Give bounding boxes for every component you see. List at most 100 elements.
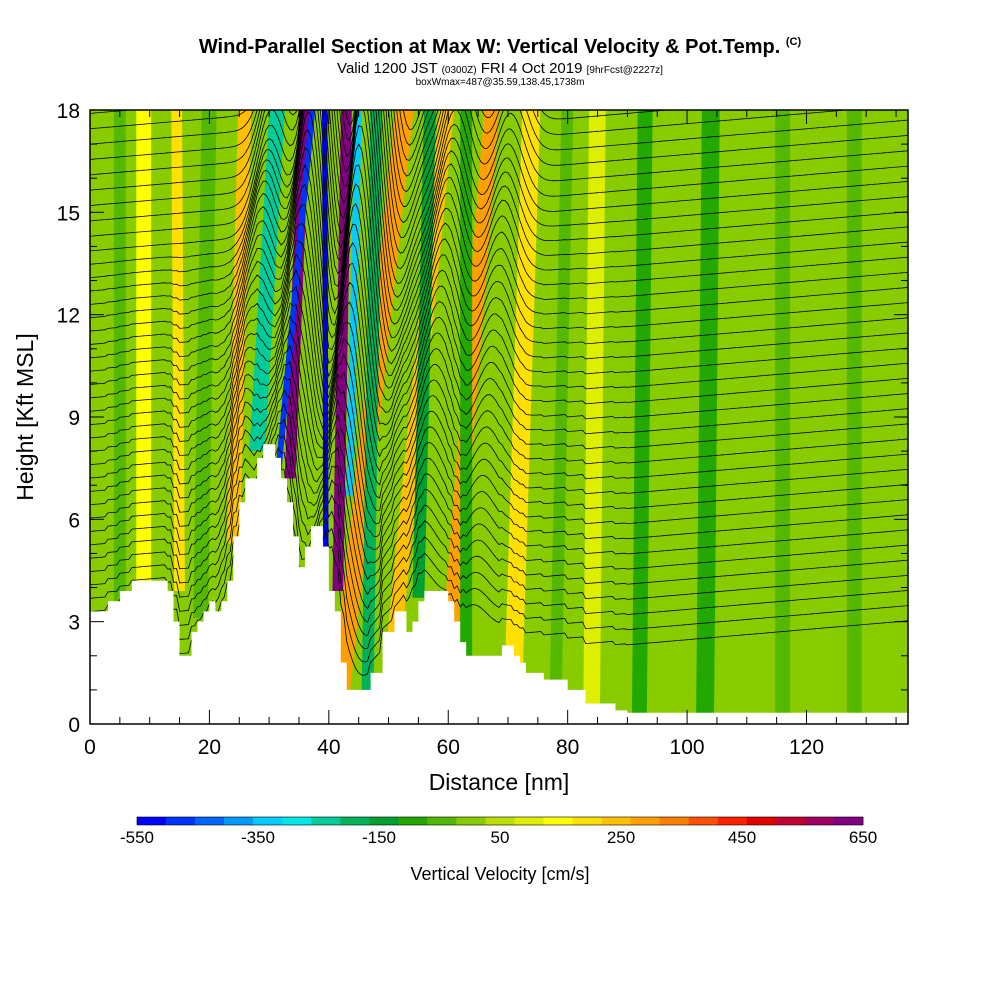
isentrope-line <box>90 460 908 663</box>
isentrope-line <box>90 302 908 512</box>
isentrope-line <box>90 110 430 161</box>
y-axis-label: Height [Kft MSL] <box>12 333 38 500</box>
colorbar-swatch <box>572 817 602 825</box>
velocity-band <box>346 110 362 496</box>
isentrope-line <box>90 434 908 636</box>
velocity-band <box>504 110 541 667</box>
isentrope-line <box>90 110 673 193</box>
chart-subtitle: Valid 1200 JST (0300Z) FRI 4 Oct 2019 [9… <box>0 60 1000 77</box>
isentrope-line <box>90 388 908 596</box>
chart-subtitle-2: boxWmax=487@35.59,138.45,1738m <box>415 77 585 88</box>
velocity-band <box>192 110 217 619</box>
colorbar-swatch <box>195 817 225 825</box>
isentrope-line <box>90 110 908 254</box>
velocity-band <box>171 110 185 591</box>
isentrope-line <box>90 222 908 442</box>
velocity-band <box>775 110 791 723</box>
isentrope-line <box>90 285 908 499</box>
isentrope-line <box>90 147 908 389</box>
colorbar-swatch <box>253 817 283 825</box>
isentrope-line <box>90 110 908 239</box>
colorbar-tick-label: 250 <box>607 828 635 847</box>
isentrope-line <box>90 110 908 338</box>
isentrope-line <box>90 110 908 224</box>
y-tick-label: 15 <box>57 202 80 225</box>
velocity-band <box>275 110 316 475</box>
colorbar-swatch <box>311 817 341 825</box>
isentrope-line <box>90 375 908 581</box>
chart-title: Wind-Parallel Section at Max W: Vertical… <box>198 36 802 58</box>
valid-date: FRI 4 Oct 2019 <box>480 60 583 77</box>
velocity-band <box>583 110 606 714</box>
colorbar: -550 -350 -150 50 250 450 650 <box>120 816 877 847</box>
isentrope-line <box>90 111 908 365</box>
colorbar-tick-label: 450 <box>728 828 756 847</box>
colorbar-swatch <box>340 817 370 825</box>
colorbar-swatch <box>485 817 515 825</box>
colorbar-swatch <box>717 817 748 825</box>
utc-time: (0300Z) <box>441 65 477 76</box>
colorbar-swatch <box>427 817 457 825</box>
colorbar-swatch <box>224 817 254 825</box>
isentrope-line <box>90 328 908 538</box>
colorbar-frame <box>136 816 864 826</box>
isentrope-line <box>90 110 435 177</box>
colorbar-tick-label: -150 <box>362 828 396 847</box>
colorbar-swatch <box>746 817 777 825</box>
y-tick-label: 9 <box>68 407 80 430</box>
copyright-mark: (C) <box>785 36 802 48</box>
colorbar-tick-label: 50 <box>491 828 510 847</box>
velocity-band <box>136 110 152 591</box>
x-tick-label: 20 <box>198 736 221 759</box>
colorbar-swatch <box>398 817 428 825</box>
y-tick-label: 6 <box>68 509 80 532</box>
colorbar-swatch <box>166 817 196 825</box>
isentrope-line <box>90 204 908 426</box>
forecast-info: [9hrFcst@2227z] <box>586 65 663 76</box>
velocity-band <box>846 110 862 723</box>
colorbar-swatch <box>282 817 312 825</box>
isentrope-line <box>90 183 908 413</box>
x-tick-label: 60 <box>437 736 460 759</box>
isentrope-line <box>90 110 852 208</box>
colorbar-label: Vertical Velocity [cm/s] <box>410 864 589 884</box>
y-tick-label: 0 <box>68 714 80 737</box>
isentrope-line <box>90 446 908 650</box>
x-axis-label: Distance [nm] <box>429 769 570 795</box>
y-tick-label: 3 <box>68 612 80 635</box>
isentrope-line <box>90 110 908 311</box>
colorbar-swatch <box>775 817 806 825</box>
isentrope-line <box>90 314 908 525</box>
valid-time: Valid 1200 JST <box>337 60 438 77</box>
colorbar-swatch <box>543 817 573 825</box>
colorbar-swatch <box>137 817 167 825</box>
isentrope-line <box>90 110 908 284</box>
potential-temperature-contours <box>90 110 908 676</box>
x-tick-label: 120 <box>789 736 824 759</box>
colorbar-tick-label: 650 <box>849 828 877 847</box>
isentrope-line <box>90 110 908 270</box>
colorbar-tick-label: -550 <box>120 828 154 847</box>
colorbar-swatch <box>369 817 399 825</box>
terrain <box>90 444 908 724</box>
colorbar-swatch <box>601 817 631 825</box>
isentrope-line <box>90 474 908 676</box>
colorbar-swatch <box>514 817 544 825</box>
colorbar-swatch <box>688 817 719 825</box>
isentrope-line <box>90 129 908 376</box>
isentrope-line <box>90 253 908 473</box>
isentrope-line <box>90 110 908 352</box>
axes: 0 20 40 60 80 100 120 0 3 6 9 12 15 18 <box>57 100 908 759</box>
isentrope-line <box>90 360 908 565</box>
x-tick-label: 80 <box>556 736 579 759</box>
x-tick-label: 0 <box>84 736 96 759</box>
isentrope-line <box>90 110 908 325</box>
y-tick-label: 18 <box>57 100 80 123</box>
isentrope-line <box>90 268 908 486</box>
x-tick-label: 100 <box>670 736 705 759</box>
colorbar-tick-label: -350 <box>241 828 275 847</box>
colorbar-swatch <box>659 817 690 825</box>
plot-area <box>90 110 908 724</box>
colorbar-swatch <box>630 817 661 825</box>
